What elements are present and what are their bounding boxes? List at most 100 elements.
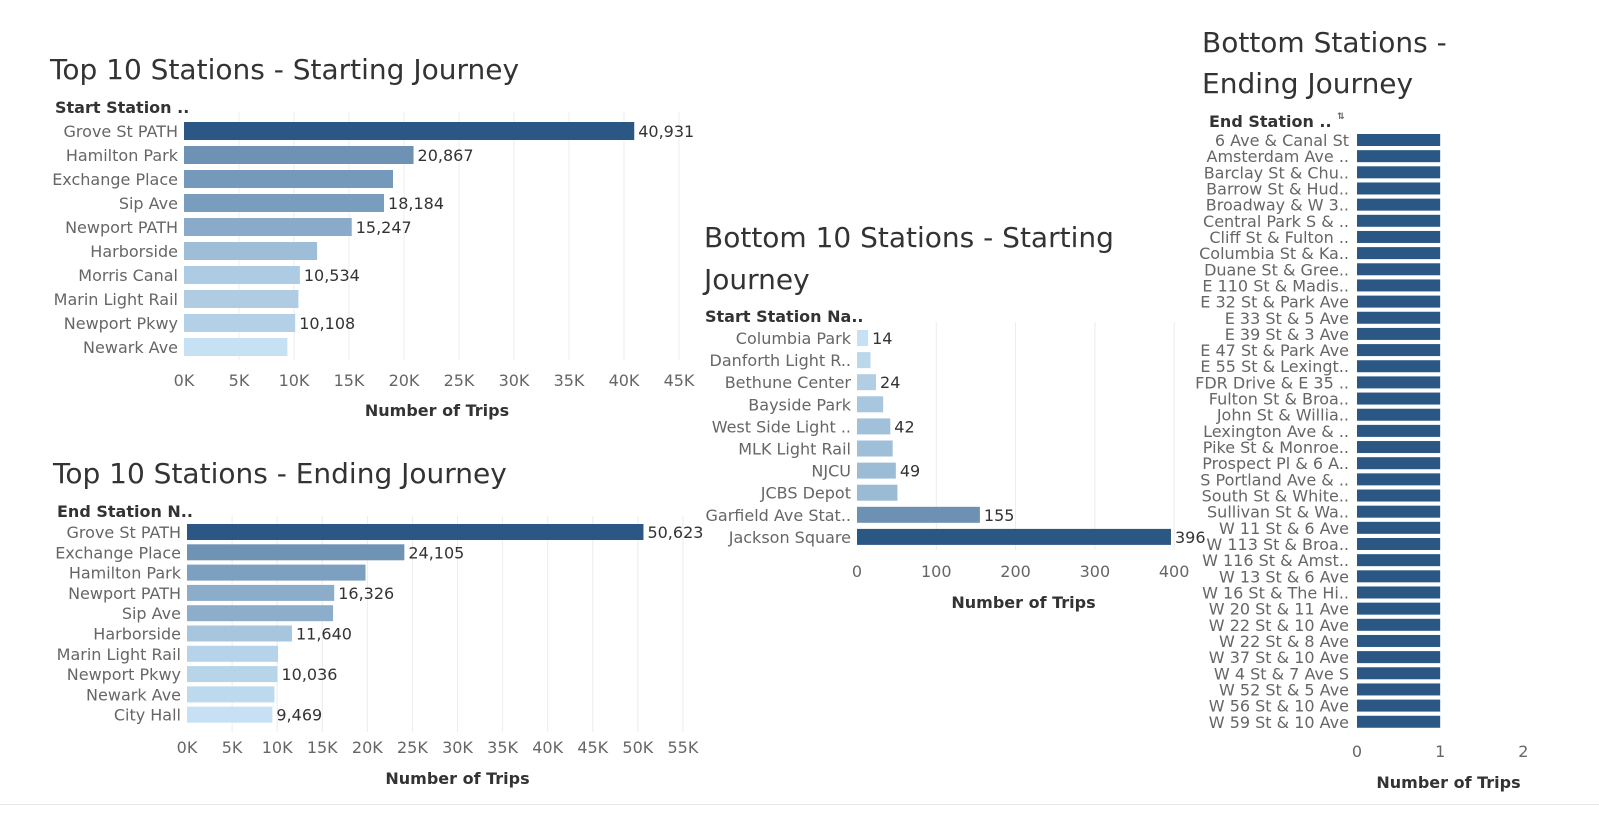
bar[interactable] [1357,134,1441,146]
category-label: Barrow St & Hud.. [1206,179,1349,198]
category-header: Start Station Na.. [705,307,864,326]
x-tick-label: 400 [1159,562,1190,581]
bar[interactable] [857,330,869,346]
bar[interactable] [1357,651,1441,664]
bar[interactable] [187,544,405,561]
bar[interactable] [1357,554,1441,567]
bar[interactable] [184,146,414,164]
bar[interactable] [187,645,279,662]
bar[interactable] [184,266,300,284]
data-label: 50,623 [647,523,703,542]
x-tick-label: 40K [609,371,640,390]
bar[interactable] [1357,230,1441,243]
bar[interactable] [1357,150,1441,163]
bar[interactable] [1357,198,1441,211]
chart-plot: 0 100 200 300 400 Number of Trips Columbia Par… [706,322,1206,612]
x-tick-label: 10K [262,738,293,757]
category-label: JCBS Depot [760,484,851,503]
x-axis-title: Number of Trips [951,593,1095,612]
bar[interactable] [1357,715,1441,728]
bar[interactable] [187,625,292,642]
bar[interactable] [1357,263,1441,276]
bar[interactable] [1357,699,1441,712]
bar[interactable] [1357,344,1441,357]
bar[interactable] [184,290,299,308]
bar[interactable] [1357,408,1441,421]
category-label: Morris Canal [78,266,178,285]
category-label: Grove St PATH [64,122,178,141]
category-label: Grove St PATH [67,523,181,542]
bar[interactable] [187,524,644,540]
chart-plot: 0 1 2 Number of Trips 6 Ave & Canal StAmster… [1195,131,1528,792]
category-label: W 59 St & 10 Ave [1209,713,1349,732]
bar[interactable] [1357,521,1441,534]
bar[interactable] [1357,182,1441,195]
bar[interactable] [1357,667,1441,680]
x-tick-label: 30K [442,738,473,757]
bar[interactable] [187,706,273,723]
bar[interactable] [184,218,352,236]
x-tick-label: 5K [222,738,243,757]
bar[interactable] [1357,602,1441,615]
bar[interactable] [1357,586,1441,599]
bar[interactable] [1357,295,1441,308]
bar[interactable] [187,605,334,622]
bar[interactable] [184,122,635,140]
bar[interactable] [1357,634,1441,647]
bar[interactable] [1357,457,1441,470]
category-header-label: End Station .. [1209,112,1332,131]
bar[interactable] [187,584,335,601]
category-label: West Side Light .. [712,417,851,436]
bar[interactable] [1357,570,1441,583]
bar[interactable] [1357,424,1441,437]
bar[interactable] [1357,683,1441,696]
data-label: 16,326 [338,584,394,603]
x-tick-label: 0 [1352,742,1362,761]
bar[interactable] [1357,311,1441,324]
bar[interactable] [1357,473,1441,486]
bar[interactable] [187,666,278,683]
bar[interactable] [1357,214,1441,227]
data-label: 10,108 [299,314,355,333]
bar[interactable] [1357,166,1441,179]
bar[interactable] [857,462,896,479]
data-label: 155 [984,506,1015,525]
bar[interactable] [1357,538,1441,550]
x-tick-label: 200 [1000,562,1031,581]
bar[interactable] [857,396,884,413]
bar[interactable] [1357,279,1441,292]
bar[interactable] [1357,505,1441,518]
category-label: Barclay St & Chu.. [1204,163,1349,182]
x-tick-label: 10K [279,371,310,390]
bar[interactable] [184,242,318,260]
chart-plot: 0K 5K 10K 15K 20K 25K 30K 35K 40K 45K Number of Tr… [52,112,695,420]
divider [0,804,1599,805]
category-label: Newport PATH [68,584,181,603]
bar[interactable] [857,374,877,391]
bar[interactable] [1357,441,1441,454]
bar[interactable] [857,506,980,523]
sort-icon[interactable]: ⇅ [1337,112,1345,122]
bar[interactable] [1357,618,1441,631]
bar[interactable] [1357,489,1441,502]
bar[interactable] [1357,327,1441,340]
bar[interactable] [857,484,898,501]
bar[interactable] [184,338,288,356]
bar[interactable] [184,194,385,212]
bar[interactable] [857,352,871,369]
chart-title-line-2: Ending Journey [1202,67,1414,100]
bar[interactable] [857,418,891,435]
bar[interactable] [1357,360,1441,373]
category-label: Cliff St & Fulton .. [1209,228,1349,247]
category-label: W 37 St & 10 Ave [1209,648,1349,667]
bar[interactable] [1357,392,1441,405]
bar[interactable] [187,686,275,703]
bar[interactable] [184,170,393,188]
bar[interactable] [184,314,296,332]
category-label: Danforth Light R.. [710,351,852,370]
bar[interactable] [857,528,1171,545]
bar[interactable] [1357,376,1441,389]
bar[interactable] [1357,247,1441,260]
bar[interactable] [187,564,366,581]
bar[interactable] [857,440,893,457]
